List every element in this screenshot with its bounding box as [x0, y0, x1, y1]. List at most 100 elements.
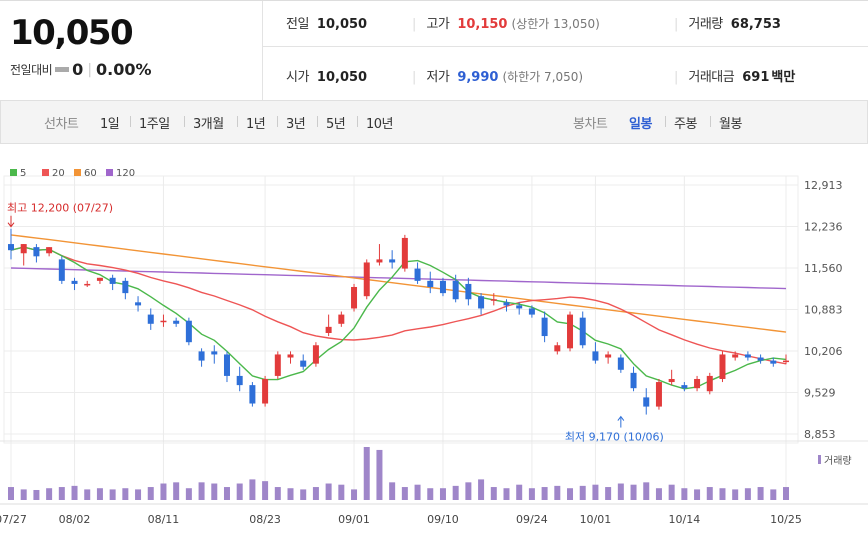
candle	[109, 277, 116, 284]
y-tick-label: 12,236	[804, 221, 843, 234]
candle	[325, 326, 332, 333]
candle	[414, 268, 421, 281]
period-3y[interactable]: 3년	[286, 117, 306, 132]
volume-bar	[160, 483, 167, 500]
candle-weekly[interactable]: 주봉	[674, 117, 697, 132]
period-1y[interactable]: 1년	[246, 117, 266, 132]
stat-label: 전일	[286, 17, 309, 32]
candle	[160, 320, 167, 323]
candle	[33, 247, 40, 257]
y-tick-label: 10,883	[804, 304, 843, 317]
y-tick-label: 8,853	[804, 428, 836, 441]
candle	[363, 262, 370, 297]
stat-value: 691	[742, 70, 770, 85]
volume-bar	[655, 488, 662, 500]
volume-bar	[135, 489, 142, 500]
stat-value: 10,050	[316, 70, 368, 85]
divider: |	[87, 61, 93, 78]
candle-daily[interactable]: 일봉	[629, 117, 652, 132]
candle-chart-label: 봉차트	[573, 117, 608, 132]
candle	[147, 314, 154, 324]
lower-limit: (하한가 7,050)	[502, 70, 584, 84]
current-price: 10,050	[10, 13, 134, 53]
candle	[262, 378, 269, 404]
divider	[237, 116, 238, 127]
ma60-line	[10, 234, 787, 333]
stat-label: 저가	[426, 70, 450, 85]
volume-bar	[262, 481, 269, 500]
volume-bar	[770, 489, 777, 500]
candle	[274, 354, 281, 376]
candle	[122, 280, 129, 294]
high-arrow	[7, 222, 15, 228]
candle	[503, 302, 510, 306]
candle	[617, 357, 624, 370]
candle	[732, 354, 739, 358]
divider: |	[674, 17, 679, 32]
candle	[338, 314, 345, 324]
candle	[300, 360, 307, 367]
volume-legend-label: 거래량	[824, 455, 852, 467]
line-chart-label: 선차트	[44, 117, 79, 132]
period-10y[interactable]: 10년	[366, 117, 394, 132]
candle	[211, 351, 218, 355]
candle	[58, 259, 65, 281]
volume-bar	[465, 482, 472, 500]
divider: |	[412, 70, 417, 85]
period-5y[interactable]: 5년	[326, 117, 346, 132]
volume-bar	[503, 488, 510, 500]
volume-bar	[579, 485, 586, 500]
candle	[681, 385, 688, 389]
candle	[351, 286, 358, 309]
candle	[630, 372, 637, 389]
legend-swatch	[42, 169, 49, 176]
candle	[185, 320, 192, 343]
flat-icon	[55, 67, 70, 72]
candle	[452, 280, 459, 300]
volume-bar	[452, 485, 459, 500]
x-tick-label: 08/11	[148, 513, 180, 526]
volume-bar	[757, 487, 764, 500]
candle	[528, 308, 535, 315]
volume-bar	[71, 485, 78, 500]
volume-bar	[363, 447, 370, 500]
volume-bar	[528, 488, 535, 500]
volume-bar	[592, 484, 599, 500]
volume-bar	[147, 487, 154, 500]
x-tick-label: 10/14	[669, 513, 701, 526]
ma5-line	[10, 246, 787, 390]
candle	[554, 345, 561, 352]
change-value: 0	[72, 60, 84, 79]
volume-bar	[427, 488, 434, 500]
stat-high: | 고가 10,150 (상한가 13,050)	[412, 13, 600, 32]
divider	[357, 116, 358, 127]
period-1d[interactable]: 1일	[100, 117, 120, 132]
stat-label: 거래대금	[688, 70, 735, 85]
candle-monthly[interactable]: 월봉	[719, 117, 742, 132]
volume-bar	[706, 487, 713, 500]
candle	[605, 354, 612, 358]
candle	[96, 277, 103, 281]
period-3m[interactable]: 3개월	[193, 117, 224, 132]
ma120-line	[10, 267, 787, 290]
period-1w[interactable]: 1주일	[139, 117, 170, 132]
x-tick-label: 10/01	[580, 513, 612, 526]
low-annotation: 최저 9,170 (10/06)	[565, 431, 664, 444]
volume-legend-swatch	[818, 455, 821, 464]
volume-bar	[211, 483, 218, 500]
y-tick-label: 9,529	[804, 387, 836, 400]
volume-bar	[630, 484, 637, 500]
volume-bar	[554, 485, 561, 500]
volume-bar	[223, 487, 230, 500]
candle	[643, 397, 650, 407]
candle	[427, 280, 434, 287]
candle	[516, 305, 523, 309]
divider	[710, 116, 711, 127]
stat-label: 고가	[426, 17, 450, 32]
volume-bar	[617, 483, 624, 500]
legend-label: 120	[116, 168, 135, 179]
x-tick-label: 08/02	[59, 513, 91, 526]
candle	[783, 360, 789, 363]
quote-panel: 10,050 전일대비 0 | 0.00% 전일 10,050 | 고가 10,…	[0, 0, 868, 102]
volume-bar	[643, 482, 650, 500]
